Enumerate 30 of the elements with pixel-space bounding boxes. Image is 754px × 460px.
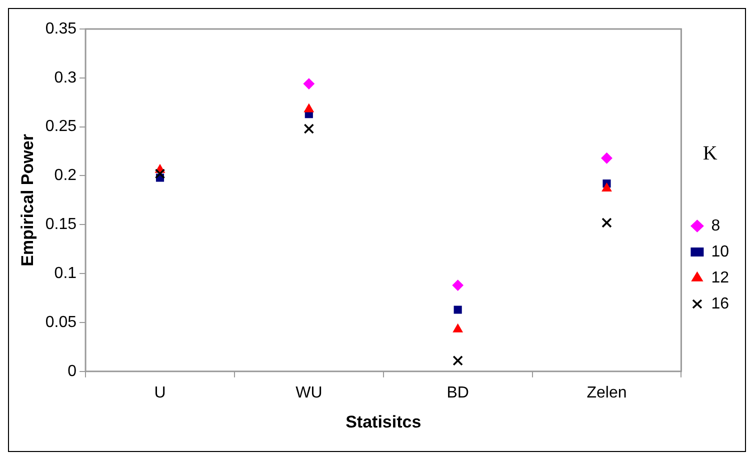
y-tick-label: 0.1 <box>54 264 77 282</box>
y-tick-label: 0.2 <box>54 167 77 184</box>
point <box>601 152 612 164</box>
legend-title: K <box>702 142 718 164</box>
point <box>303 78 314 90</box>
x-tick-label: BD <box>446 384 469 402</box>
x-axis-title: Statisitcs <box>346 412 422 432</box>
y-tick-label: 0.35 <box>45 20 77 38</box>
point <box>452 355 463 366</box>
y-tick-label: 0.3 <box>54 69 77 86</box>
legend-label: 8 <box>711 217 720 234</box>
point <box>453 324 463 332</box>
x-tick-label: WU <box>296 384 322 402</box>
y-axis-title: Empirical Power <box>18 134 37 266</box>
x-tick-label: U <box>154 384 166 402</box>
point <box>452 280 464 291</box>
point <box>304 104 314 112</box>
point <box>454 306 462 314</box>
y-tick-label: 0 <box>68 362 77 380</box>
point <box>602 182 612 192</box>
legend-label: 16 <box>711 295 730 312</box>
point <box>602 218 612 228</box>
legend-label: 10 <box>711 243 730 260</box>
legend-label: 12 <box>711 269 730 286</box>
point <box>154 168 166 179</box>
point <box>304 124 314 134</box>
y-tick-label: 0.15 <box>45 216 77 234</box>
x-tick-label: Zelen <box>586 384 627 402</box>
y-tick-label: 0.05 <box>45 314 77 331</box>
y-tick-label: 0.25 <box>45 118 77 136</box>
